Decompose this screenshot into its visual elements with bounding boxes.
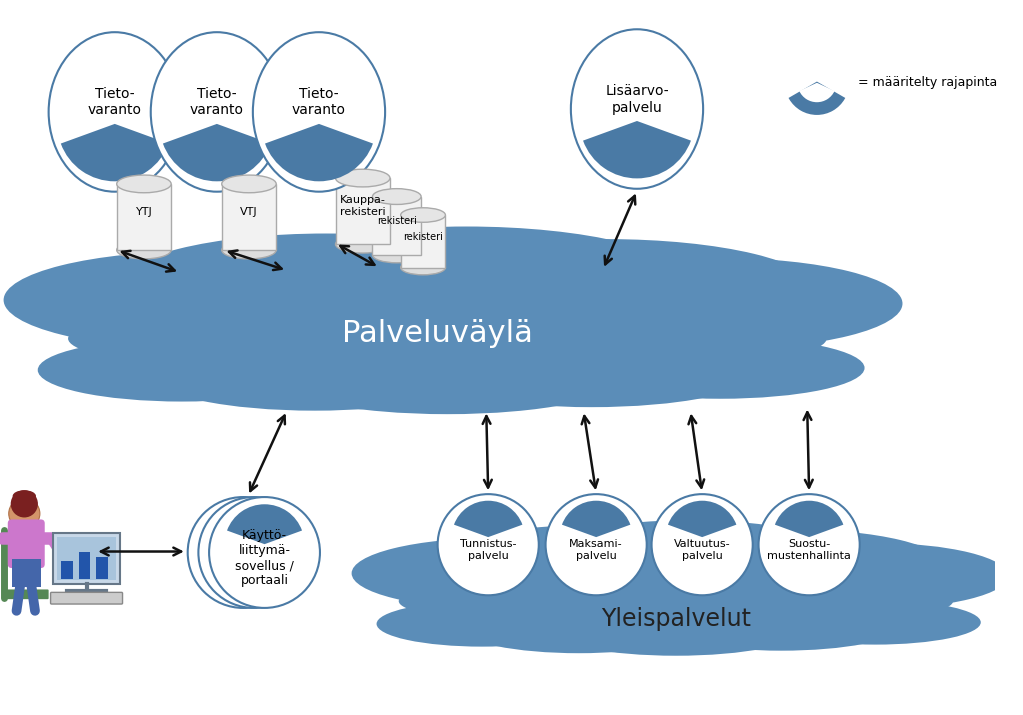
Text: Lisäarvo-
palvelu: Lisäarvo- palvelu [606, 84, 669, 114]
Text: Kauppa-
rekisteri: Kauppa- rekisteri [340, 195, 386, 217]
Ellipse shape [69, 297, 827, 380]
Ellipse shape [770, 600, 981, 645]
Ellipse shape [352, 538, 639, 608]
Wedge shape [206, 504, 280, 544]
Ellipse shape [336, 235, 390, 253]
Ellipse shape [4, 251, 398, 349]
Text: Palveluväylä: Palveluväylä [342, 319, 533, 348]
Ellipse shape [117, 175, 171, 193]
Ellipse shape [49, 32, 181, 192]
Ellipse shape [12, 490, 36, 502]
Text: Tieto-
varanto: Tieto- varanto [88, 87, 142, 117]
Wedge shape [163, 124, 271, 182]
Bar [401, 215, 445, 267]
Ellipse shape [247, 227, 686, 336]
Ellipse shape [117, 241, 171, 259]
Circle shape [652, 494, 753, 596]
Ellipse shape [432, 342, 751, 407]
Text: YTJ: YTJ [136, 207, 152, 217]
Ellipse shape [435, 526, 740, 601]
Ellipse shape [276, 344, 618, 414]
FancyBboxPatch shape [57, 537, 116, 580]
Text: Käyttö-
liittymä-
sovellus /
portaali: Käyttö- liittymä- sovellus / portaali [235, 529, 294, 587]
Ellipse shape [38, 338, 326, 402]
Ellipse shape [529, 521, 850, 599]
Ellipse shape [222, 175, 276, 193]
FancyBboxPatch shape [53, 533, 120, 583]
Ellipse shape [401, 208, 445, 222]
Text: rekisteri: rekisteri [376, 217, 416, 227]
Circle shape [187, 497, 299, 608]
Wedge shape [60, 124, 169, 182]
Ellipse shape [551, 605, 801, 656]
Ellipse shape [155, 343, 474, 410]
FancyBboxPatch shape [79, 551, 90, 578]
Wedge shape [265, 124, 373, 182]
Bar [336, 178, 390, 245]
Wedge shape [799, 83, 835, 102]
Wedge shape [583, 121, 691, 179]
Text: Valtuutus-
palvelu: Valtuutus- palvelu [674, 539, 730, 561]
Text: Maksami-
palvelu: Maksami- palvelu [570, 539, 623, 561]
Ellipse shape [398, 239, 815, 340]
Circle shape [9, 498, 40, 529]
Circle shape [209, 497, 320, 608]
Ellipse shape [665, 604, 897, 651]
FancyBboxPatch shape [11, 559, 41, 588]
Text: = määritelty rajapinta: = määritelty rajapinta [857, 77, 997, 89]
Circle shape [438, 494, 539, 596]
Ellipse shape [372, 189, 421, 204]
Text: Yleispalvelut: Yleispalvelut [601, 606, 751, 631]
Wedge shape [454, 500, 523, 537]
Text: Tieto-
varanto: Tieto- varanto [292, 87, 346, 117]
Ellipse shape [253, 32, 385, 192]
Ellipse shape [571, 29, 703, 189]
Circle shape [10, 490, 38, 518]
FancyBboxPatch shape [61, 561, 73, 578]
FancyBboxPatch shape [96, 558, 108, 578]
Text: rekisteri: rekisteri [403, 232, 443, 242]
Ellipse shape [462, 605, 696, 654]
Bar [222, 184, 276, 250]
Wedge shape [562, 500, 630, 537]
Ellipse shape [401, 260, 445, 275]
Circle shape [545, 494, 647, 596]
FancyBboxPatch shape [50, 592, 123, 604]
Ellipse shape [150, 32, 283, 192]
FancyBboxPatch shape [3, 589, 49, 599]
Wedge shape [668, 500, 737, 537]
Circle shape [759, 494, 859, 596]
Text: Suostu-
mustenhallinta: Suostu- mustenhallinta [767, 539, 851, 561]
Wedge shape [227, 504, 302, 544]
Ellipse shape [743, 543, 1009, 608]
Ellipse shape [222, 241, 276, 259]
Ellipse shape [399, 571, 953, 631]
Wedge shape [216, 504, 292, 544]
Ellipse shape [336, 169, 390, 187]
Ellipse shape [538, 258, 902, 349]
Wedge shape [790, 83, 844, 114]
Wedge shape [774, 500, 843, 537]
Text: VTJ: VTJ [240, 207, 258, 217]
Ellipse shape [372, 247, 421, 263]
Text: Tieto-
varanto: Tieto- varanto [190, 87, 243, 117]
FancyBboxPatch shape [8, 519, 45, 568]
Bar [117, 184, 171, 250]
Ellipse shape [376, 601, 587, 646]
Ellipse shape [639, 529, 945, 602]
Text: Tunnistus-
palvelu: Tunnistus- palvelu [460, 539, 517, 561]
Bar [372, 197, 421, 255]
Ellipse shape [118, 234, 535, 338]
Circle shape [198, 497, 309, 608]
Ellipse shape [576, 337, 864, 399]
